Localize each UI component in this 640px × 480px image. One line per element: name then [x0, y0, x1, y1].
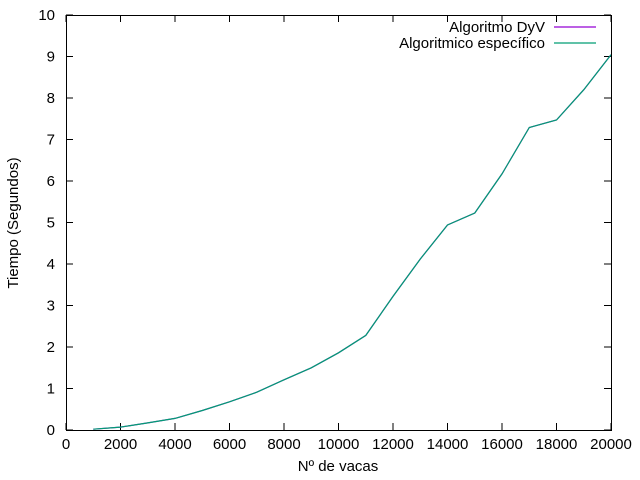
x-tick-label: 6000 — [213, 436, 246, 453]
y-tick-label: 0 — [47, 422, 55, 439]
y-tick-label: 8 — [47, 90, 55, 107]
x-axis-ticks: 0 2000 4000 6000 8000 10000 12000 14000 16000 180… — [62, 15, 632, 453]
y-tick-label: 10 — [38, 7, 55, 24]
x-tick-label: 12000 — [372, 436, 414, 453]
x-tick-label: 0 — [62, 436, 70, 453]
y-tick-label: 9 — [47, 49, 55, 66]
y-axis-ticks: 0 1 2 3 4 5 6 7 8 9 10 — [38, 7, 611, 439]
x-tick-label: 2000 — [104, 436, 137, 453]
x-tick-label: 18000 — [536, 436, 578, 453]
x-tick-label: 10000 — [318, 436, 360, 453]
y-axis-label: Tiempo (Segundos) — [5, 157, 22, 288]
x-axis-label: Nº de vacas — [298, 458, 379, 475]
x-tick-label: 4000 — [158, 436, 191, 453]
y-tick-label: 3 — [47, 298, 55, 315]
series-line-2 — [93, 54, 612, 430]
series-layer — [93, 54, 612, 430]
plot-frame — [66, 15, 612, 431]
legend-label: Algoritmo DyV — [449, 19, 545, 36]
y-tick-label: 5 — [47, 215, 55, 232]
y-tick-label: 7 — [47, 132, 55, 149]
y-tick-label: 6 — [47, 173, 55, 190]
x-tick-label: 20000 — [590, 436, 632, 453]
x-tick-label: 8000 — [267, 436, 300, 453]
legend-label: Algoritmico específico — [399, 35, 545, 52]
x-tick-label: 16000 — [481, 436, 523, 453]
y-tick-label: 1 — [47, 381, 55, 398]
x-tick-label: 14000 — [427, 436, 469, 453]
y-tick-label: 4 — [47, 256, 55, 273]
y-tick-label: 2 — [47, 339, 55, 356]
